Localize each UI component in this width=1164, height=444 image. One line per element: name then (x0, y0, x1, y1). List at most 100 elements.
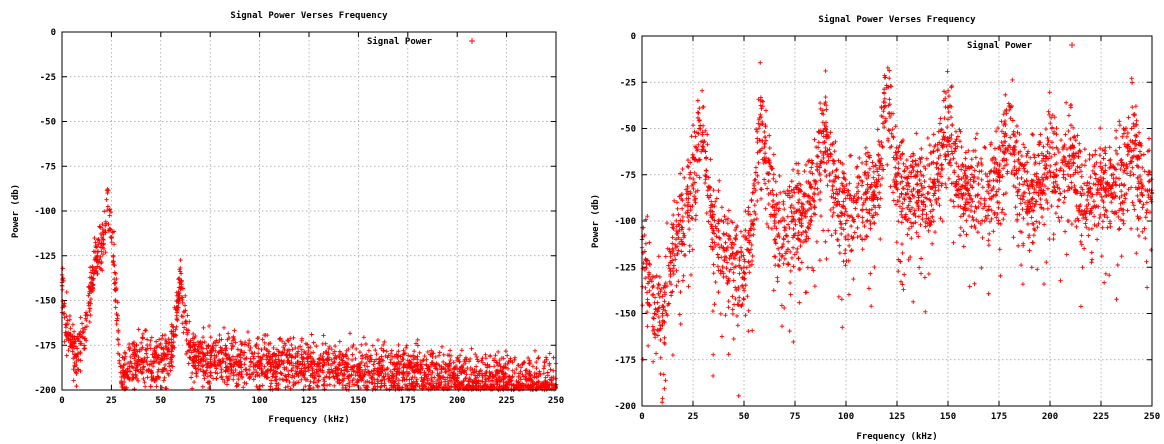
data-point (935, 160, 940, 166)
data-point (172, 333, 177, 338)
data-point (101, 237, 106, 243)
data-point (1021, 190, 1027, 196)
data-point (803, 211, 808, 217)
data-point (340, 378, 346, 384)
data-point (252, 367, 258, 372)
data-point (130, 364, 135, 370)
data-point (296, 362, 302, 368)
data-point (140, 335, 146, 340)
legend-label: Signal Power (367, 36, 433, 47)
data-point (775, 246, 781, 251)
data-point (1062, 188, 1067, 194)
data-point (65, 318, 70, 323)
data-point (1013, 185, 1019, 190)
data-point (843, 263, 848, 268)
data-point (284, 377, 289, 382)
data-point (858, 178, 864, 183)
data-point (972, 281, 977, 287)
data-point (343, 365, 349, 370)
data-point (1079, 162, 1085, 168)
data-point (361, 335, 367, 340)
data-point (472, 378, 477, 383)
data-point (400, 385, 405, 390)
data-point (645, 297, 650, 302)
data-point (134, 373, 139, 379)
data-point (66, 330, 71, 335)
data-point (193, 365, 199, 371)
data-point (729, 261, 735, 267)
data-point (211, 341, 216, 346)
data-point (145, 355, 150, 360)
data-point (107, 207, 113, 212)
data-point (400, 357, 405, 362)
data-point (650, 359, 656, 364)
data-point (1121, 183, 1126, 188)
data-point (687, 249, 692, 254)
data-point (946, 176, 952, 182)
data-point (101, 246, 107, 252)
data-point (198, 367, 203, 373)
data-point (166, 372, 171, 378)
data-point (268, 361, 274, 367)
data-point (353, 346, 359, 352)
data-point (1078, 185, 1084, 190)
data-point (650, 315, 656, 321)
data-point (410, 357, 416, 362)
data-point (900, 201, 905, 206)
data-point (727, 256, 732, 261)
data-point (1002, 134, 1007, 139)
data-point (544, 387, 549, 392)
data-point (928, 198, 933, 204)
y-tick-label: -50 (620, 125, 636, 135)
data-point (132, 386, 137, 392)
data-point (417, 350, 422, 355)
data-point (910, 299, 916, 305)
data-point (99, 259, 104, 265)
data-point (451, 360, 456, 365)
data-point (534, 365, 539, 371)
data-point (1100, 219, 1106, 224)
data-point (795, 168, 801, 174)
data-point (792, 252, 798, 257)
data-point (419, 375, 424, 380)
data-point (685, 164, 690, 169)
data-point (715, 221, 721, 226)
data-point (459, 348, 465, 353)
data-point (206, 344, 211, 350)
data-point (824, 107, 829, 112)
x-tick-label: 125 (301, 396, 317, 406)
data-point (266, 359, 272, 364)
data-point (985, 179, 990, 184)
data-point (681, 273, 686, 279)
data-point (674, 268, 679, 273)
data-point (279, 371, 285, 377)
data-point (1020, 197, 1025, 202)
data-point (670, 289, 675, 294)
data-point (404, 377, 409, 382)
data-point (466, 359, 472, 364)
data-point (202, 339, 207, 345)
data-point (122, 362, 128, 367)
data-point (788, 268, 793, 274)
data-point (305, 342, 310, 347)
data-point (763, 122, 768, 128)
data-point (929, 241, 935, 247)
data-point (132, 344, 137, 350)
data-point (339, 357, 344, 362)
data-point (727, 234, 732, 239)
data-point (1045, 135, 1050, 141)
data-point (253, 373, 258, 379)
y-tick-label: -25 (40, 73, 56, 83)
data-point (840, 325, 845, 330)
data-point (663, 280, 668, 286)
data-point (1135, 213, 1140, 219)
data-point (467, 356, 473, 362)
data-point (893, 165, 898, 170)
data-point (958, 191, 964, 196)
data-point (106, 188, 111, 193)
data-point (290, 363, 296, 368)
data-point (676, 212, 681, 217)
data-point (274, 360, 279, 365)
data-point (823, 168, 828, 174)
data-point (299, 338, 304, 344)
